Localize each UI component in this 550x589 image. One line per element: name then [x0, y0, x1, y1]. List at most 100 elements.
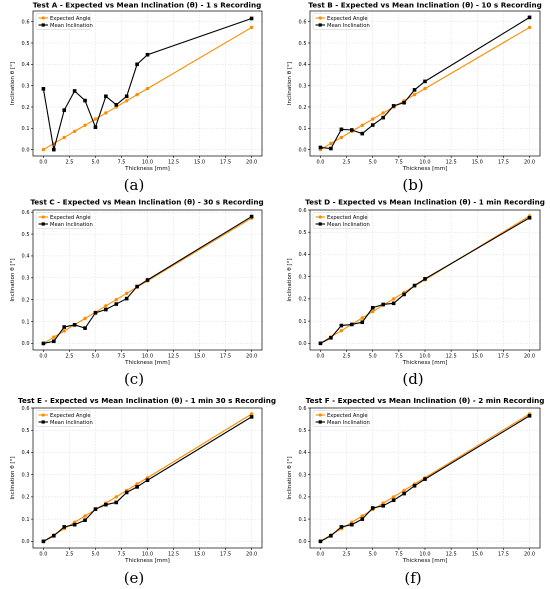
- data-point: [114, 500, 119, 505]
- legend-label: Expected Angle: [327, 16, 368, 22]
- legend-label: Expected Angle: [50, 413, 91, 419]
- data-point: [391, 104, 396, 108]
- data-point: [83, 518, 87, 523]
- data-point: [135, 92, 139, 97]
- y-tick-label: 0.1: [22, 319, 30, 325]
- data-point: [93, 507, 98, 511]
- y-tick-label: 0.6: [299, 406, 307, 412]
- chart-panel: 0.0 2.5 5.0 7.5 10.0 12.5 15.0 17.5 20.0 0.0 0.1 0.…: [10, 1, 263, 194]
- panel-caption: (c): [124, 370, 144, 388]
- y-tick-label: 0.0: [22, 539, 30, 545]
- chart-panel: 0.0 2.5 5.0 7.5 10.0 12.5 15.0 17.5 20.0 0.0 0.1 0.…: [10, 198, 264, 389]
- legend-label: Expected Angle: [327, 215, 368, 221]
- data-point: [318, 341, 323, 346]
- data-point: [72, 89, 77, 93]
- x-tick-label: 7.5: [118, 160, 126, 166]
- x-tick-label: 7.5: [395, 354, 403, 360]
- y-tick-label: 0.4: [299, 450, 307, 456]
- data-point: [402, 100, 406, 105]
- x-axis-label: Thickness [mm]: [402, 558, 448, 564]
- panel-caption: (d): [402, 370, 423, 388]
- x-tick-label: 15.0: [194, 160, 205, 166]
- y-tick-label: 0.0: [299, 539, 307, 545]
- y-tick-label: 0.1: [299, 319, 307, 325]
- data-point: [249, 25, 254, 30]
- data-point: [114, 495, 118, 499]
- data-point: [145, 52, 150, 57]
- x-tick-label: 10.0: [142, 354, 153, 360]
- data-point: [104, 111, 108, 115]
- data-point: [423, 477, 427, 481]
- legend-marker: [41, 16, 45, 20]
- data-point: [339, 135, 344, 140]
- data-point: [423, 277, 427, 281]
- data-point: [93, 311, 98, 315]
- data-point: [114, 103, 119, 107]
- x-tick-label: 5.0: [91, 160, 99, 166]
- x-tick-label: 5.0: [369, 354, 377, 360]
- x-tick-label: 0.0: [39, 354, 47, 360]
- legend-box: [35, 410, 91, 427]
- x-tick-label: 20.0: [524, 552, 535, 558]
- x-tick-label: 15.0: [194, 552, 205, 558]
- data-point: [360, 517, 365, 521]
- data-point: [360, 316, 364, 320]
- x-tick-label: 10.0: [142, 160, 153, 166]
- data-point: [62, 108, 67, 112]
- legend-marker: [41, 413, 45, 417]
- legend-marker: [41, 23, 45, 27]
- data-point: [339, 323, 344, 328]
- data-point: [145, 478, 150, 483]
- data-point: [93, 117, 98, 121]
- x-tick-label: 2.5: [65, 354, 73, 360]
- chart-title: Test B - Expected vs Mean Inclination (θ…: [308, 1, 541, 10]
- legend-marker: [318, 16, 322, 20]
- legend-label: Expected Angle: [327, 413, 368, 419]
- x-tick-label: 2.5: [343, 160, 351, 166]
- data-point: [72, 522, 77, 527]
- legend-label: Mean Inclination: [327, 222, 370, 228]
- y-tick-label: 0.0: [22, 341, 30, 347]
- y-tick-label: 0.2: [299, 297, 307, 303]
- y-tick-label: 0.2: [299, 495, 307, 501]
- data-point: [412, 88, 417, 92]
- data-point: [104, 304, 108, 308]
- legend-box: [35, 13, 91, 30]
- data-point: [62, 325, 67, 329]
- chart-title: Test C - Expected vs Mean Inclination (θ…: [30, 198, 263, 207]
- x-tick-label: 7.5: [118, 552, 126, 558]
- y-tick-label: 0.6: [22, 19, 30, 25]
- data-point: [93, 125, 98, 130]
- y-tick-label: 0.4: [22, 450, 30, 456]
- legend-label: Mean Inclination: [327, 420, 370, 426]
- y-tick-label: 0.3: [22, 472, 30, 478]
- data-point: [135, 485, 139, 489]
- x-tick-label: 17.5: [498, 552, 509, 558]
- data-point: [527, 215, 532, 220]
- chart-title: Test E - Expected vs Mean Inclination (θ…: [18, 396, 276, 405]
- data-point: [402, 292, 406, 297]
- x-tick-label: 10.0: [142, 552, 153, 558]
- legend-box: [312, 13, 368, 30]
- data-point: [249, 214, 254, 219]
- data-point: [83, 123, 87, 127]
- series-line: [320, 26, 530, 151]
- y-tick-label: 0.5: [22, 428, 30, 434]
- data-point: [402, 488, 406, 493]
- data-point: [52, 335, 56, 339]
- y-tick-label: 0.3: [299, 472, 307, 478]
- x-tick-label: 17.5: [220, 552, 231, 558]
- x-tick-label: 0.0: [316, 552, 324, 558]
- legend-label: Mean Inclination: [50, 222, 93, 228]
- x-tick-label: 20.0: [246, 552, 257, 558]
- data-point: [370, 123, 375, 127]
- data-point: [62, 525, 67, 529]
- data-point: [318, 539, 323, 544]
- y-tick-label: 0.1: [299, 126, 307, 132]
- y-axis-label: Inclination θ [°]: [10, 456, 16, 499]
- x-tick-label: 20.0: [524, 160, 535, 166]
- x-axis-label: Thickness [mm]: [402, 360, 448, 366]
